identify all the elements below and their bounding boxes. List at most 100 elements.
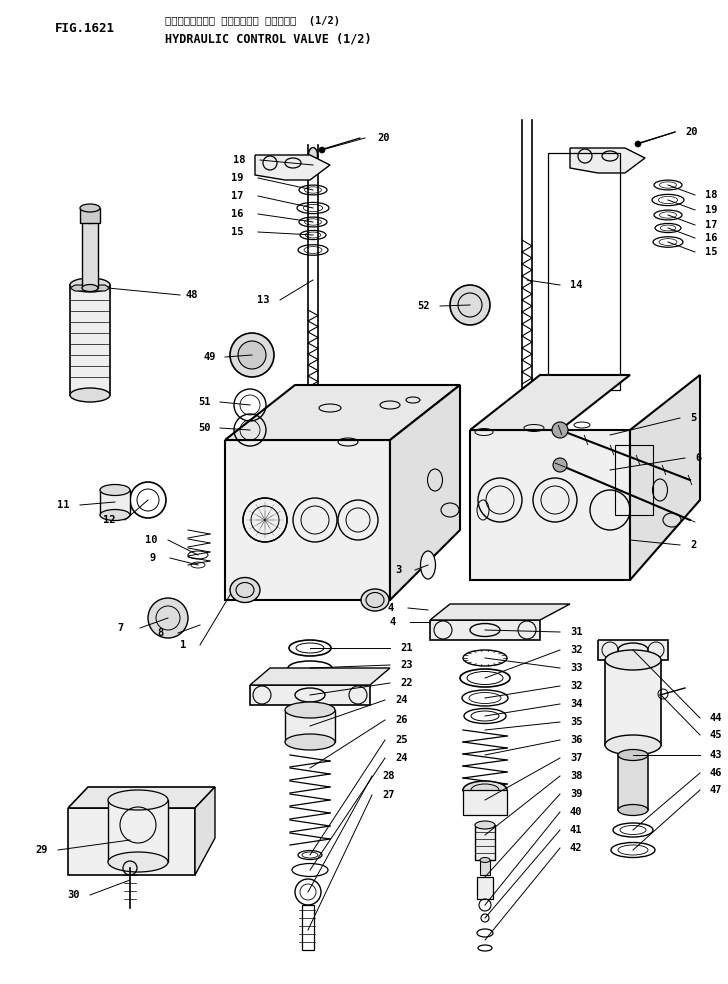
Text: 15: 15 bbox=[231, 227, 243, 237]
Ellipse shape bbox=[308, 441, 318, 459]
Text: 43: 43 bbox=[710, 750, 722, 760]
Ellipse shape bbox=[309, 148, 317, 162]
Text: HYDRAULIC CONTROL VALVE (1/2): HYDRAULIC CONTROL VALVE (1/2) bbox=[165, 32, 371, 45]
Bar bbox=[618, 755, 648, 810]
Text: 18: 18 bbox=[233, 155, 245, 165]
Ellipse shape bbox=[618, 750, 648, 761]
Ellipse shape bbox=[463, 781, 507, 799]
Ellipse shape bbox=[618, 805, 648, 816]
PathPatch shape bbox=[430, 604, 570, 620]
Ellipse shape bbox=[475, 821, 495, 829]
Ellipse shape bbox=[100, 510, 130, 521]
Text: 36: 36 bbox=[570, 735, 582, 745]
Text: 6: 6 bbox=[695, 453, 701, 463]
Circle shape bbox=[319, 147, 325, 153]
Text: 24: 24 bbox=[395, 695, 408, 705]
Bar bbox=[80, 208, 100, 223]
Text: 11: 11 bbox=[57, 500, 69, 510]
Text: FIG.1621: FIG.1621 bbox=[55, 22, 115, 35]
Text: 21: 21 bbox=[400, 643, 413, 653]
Ellipse shape bbox=[421, 551, 435, 579]
PathPatch shape bbox=[68, 787, 215, 808]
Text: 16: 16 bbox=[705, 233, 718, 243]
Text: 38: 38 bbox=[570, 771, 582, 781]
Bar bbox=[615, 445, 653, 515]
Ellipse shape bbox=[100, 484, 130, 496]
Ellipse shape bbox=[522, 421, 532, 439]
Ellipse shape bbox=[285, 734, 335, 750]
Text: 17: 17 bbox=[705, 220, 718, 230]
Bar bbox=[285, 710, 335, 742]
PathPatch shape bbox=[470, 430, 630, 580]
Text: 35: 35 bbox=[570, 717, 582, 727]
Text: 29: 29 bbox=[35, 845, 47, 855]
Circle shape bbox=[148, 598, 188, 638]
Ellipse shape bbox=[70, 388, 110, 402]
Text: 20: 20 bbox=[685, 127, 697, 137]
Bar bbox=[480, 860, 490, 875]
Ellipse shape bbox=[80, 204, 100, 212]
Bar bbox=[605, 660, 661, 745]
Text: 24: 24 bbox=[395, 753, 408, 763]
Text: 26: 26 bbox=[395, 715, 408, 725]
Text: 17: 17 bbox=[231, 191, 243, 201]
Ellipse shape bbox=[108, 852, 168, 872]
Bar bbox=[475, 825, 495, 860]
PathPatch shape bbox=[630, 375, 700, 580]
Text: 14: 14 bbox=[570, 280, 582, 290]
Text: 37: 37 bbox=[570, 753, 582, 763]
Bar bbox=[70, 285, 110, 395]
Ellipse shape bbox=[108, 790, 168, 810]
Text: 41: 41 bbox=[570, 825, 582, 835]
Ellipse shape bbox=[82, 216, 98, 223]
Text: 4: 4 bbox=[387, 603, 393, 613]
Ellipse shape bbox=[605, 650, 661, 670]
PathPatch shape bbox=[225, 440, 390, 600]
Text: 25: 25 bbox=[395, 735, 408, 745]
Ellipse shape bbox=[361, 589, 389, 611]
Text: 4: 4 bbox=[389, 617, 395, 627]
Text: 51: 51 bbox=[198, 397, 210, 407]
Text: 13: 13 bbox=[257, 295, 269, 305]
Text: 16: 16 bbox=[231, 209, 243, 219]
Text: 3: 3 bbox=[395, 565, 401, 575]
Text: 30: 30 bbox=[67, 890, 79, 900]
Text: 10: 10 bbox=[145, 535, 157, 545]
Text: 33: 33 bbox=[570, 663, 582, 673]
PathPatch shape bbox=[70, 285, 110, 291]
PathPatch shape bbox=[255, 155, 330, 180]
Text: 22: 22 bbox=[400, 678, 413, 688]
Text: 46: 46 bbox=[710, 768, 722, 778]
Text: 39: 39 bbox=[570, 789, 582, 799]
Text: 31: 31 bbox=[570, 627, 582, 637]
Text: 52: 52 bbox=[417, 301, 430, 311]
Circle shape bbox=[552, 422, 568, 438]
Circle shape bbox=[635, 141, 641, 147]
Text: 19: 19 bbox=[705, 205, 718, 215]
Text: ハイドロリック コントロール バルブ  (1/2): ハイドロリック コントロール バルブ (1/2) bbox=[165, 16, 340, 26]
Text: 27: 27 bbox=[382, 790, 395, 800]
Text: 32: 32 bbox=[570, 645, 582, 655]
PathPatch shape bbox=[250, 668, 390, 685]
PathPatch shape bbox=[195, 787, 215, 875]
Text: 40: 40 bbox=[570, 807, 582, 817]
Bar bbox=[82, 220, 98, 288]
Text: 23: 23 bbox=[400, 660, 413, 670]
PathPatch shape bbox=[598, 640, 668, 660]
PathPatch shape bbox=[470, 375, 630, 430]
Text: 18: 18 bbox=[705, 190, 718, 200]
Text: 32: 32 bbox=[570, 681, 582, 691]
Ellipse shape bbox=[285, 702, 335, 718]
Circle shape bbox=[238, 341, 266, 369]
Text: 20: 20 bbox=[377, 133, 389, 143]
Text: 47: 47 bbox=[710, 785, 722, 795]
Text: 48: 48 bbox=[185, 290, 197, 300]
Text: 1: 1 bbox=[180, 640, 186, 650]
Text: 5: 5 bbox=[690, 413, 696, 423]
Bar bbox=[463, 790, 507, 815]
Ellipse shape bbox=[480, 857, 490, 863]
Bar bbox=[100, 490, 130, 515]
Text: 2: 2 bbox=[690, 540, 696, 550]
Ellipse shape bbox=[605, 735, 661, 755]
PathPatch shape bbox=[225, 385, 460, 440]
